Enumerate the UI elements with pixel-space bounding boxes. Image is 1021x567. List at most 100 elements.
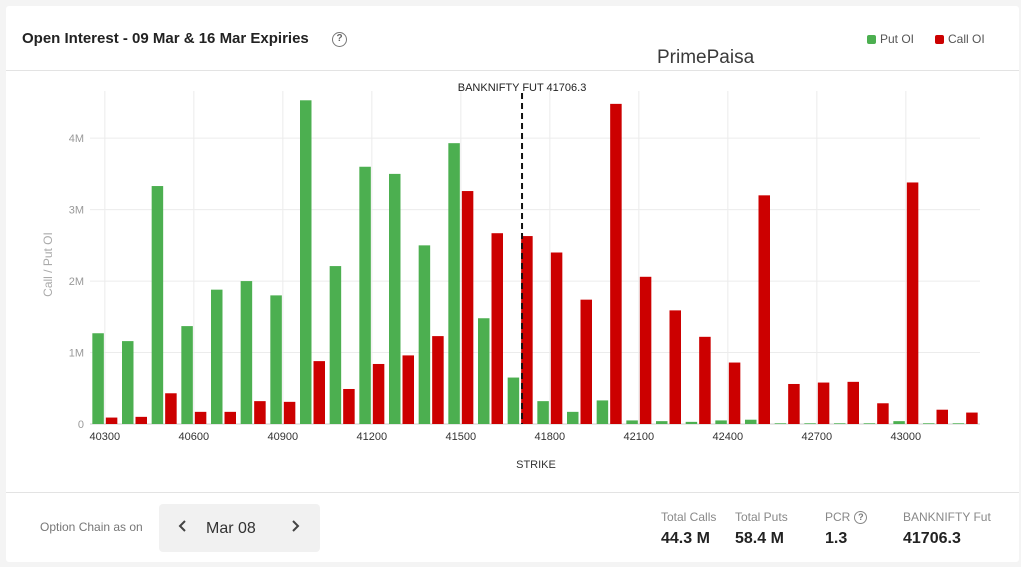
call-oi-bar [165,393,177,424]
x-tick-label: 42400 [713,431,744,443]
call-oi-bar [847,381,859,424]
put-oi-bar [715,420,727,424]
stat-label: PCR [825,510,851,524]
put-oi-bar [448,143,460,424]
call-oi-bar [313,361,325,424]
watermark-logo: PrimePaisa [657,47,755,68]
put-oi-bar [923,423,935,424]
put-oi-bar [863,423,876,424]
y-tick-label: 2M [69,276,84,288]
put-oi-bar [270,295,282,424]
legend-put-oi[interactable]: Put OI [867,32,914,46]
put-oi-bar [418,245,431,424]
stat-label: BANKNIFTY Fut [903,510,991,524]
stat-banknifty-fut: BANKNIFTY Fut 41706.3 [903,510,991,548]
put-oi-bar [685,421,698,424]
call-oi-bar [432,336,444,424]
put-oi-bar [240,281,253,424]
call-oi-bar [461,191,474,424]
x-tick-label: 40600 [179,431,210,443]
put-oi-swatch-icon [867,34,876,44]
call-oi-bar [728,362,741,424]
call-oi-bar [343,388,355,424]
put-oi-bar [745,419,757,424]
chevron-right-icon[interactable] [290,517,300,538]
x-tick-label: 40900 [268,431,299,443]
put-oi-bar [507,377,520,424]
put-oi-bar [626,420,638,424]
put-oi-bar [952,423,965,424]
stat-total-calls: Total Calls 44.3 M [661,510,716,548]
stat-value: 41706.3 [903,530,961,547]
selected-date: Mar 08 [206,520,256,537]
reference-line-label: BANKNIFTY FUT 41706.3 [458,82,587,94]
legend-put-label: Put OI [880,32,915,46]
put-oi-bar [92,333,104,424]
put-oi-bar [181,326,193,424]
put-oi-bar [151,186,164,424]
call-oi-bar [372,363,385,424]
call-oi-bar [669,310,681,424]
call-oi-bar [402,355,414,424]
call-oi-bar [135,416,147,424]
open-interest-card: Open Interest - 09 Mar & 16 Mar Expiries… [6,6,1019,562]
call-oi-bar [788,383,800,424]
stat-value: 1.3 [825,530,848,547]
option-chain-label: Option Chain as on [40,520,143,534]
help-icon[interactable]: ? [332,32,347,47]
stat-value: 44.3 M [661,530,710,547]
call-oi-bar [639,276,652,424]
x-axis-title: STRIKE [516,459,556,471]
call-oi-bar [906,182,919,424]
legend-call-label: Call OI [948,32,985,46]
x-tick-label: 42700 [802,431,833,443]
x-tick-label: 42100 [624,431,655,443]
call-oi-bar [254,401,266,424]
call-oi-bar [936,409,948,424]
put-oi-bar [567,411,579,424]
call-oi-bar [105,417,118,424]
legend-call-oi[interactable]: Call OI [935,32,985,46]
put-oi-bar [300,100,312,424]
x-tick-label: 41800 [535,431,566,443]
put-oi-bar [122,341,134,424]
stat-value: 58.4 M [735,530,784,547]
call-oi-bar [699,336,711,424]
y-tick-label: 4M [69,133,84,145]
stat-label: Total Calls [661,510,717,524]
put-oi-bar [211,289,223,424]
y-tick-label: 3M [69,205,84,217]
call-oi-bar [550,252,563,424]
put-oi-bar [596,400,609,424]
y-tick-label: 0 [78,419,84,431]
y-axis-title: Call / Put OI [41,232,55,297]
put-oi-bar [774,423,787,424]
x-tick-label: 41200 [357,431,388,443]
put-oi-bar [537,401,549,424]
call-oi-bar [610,103,622,424]
stat-label-row: PCR ? [825,510,868,524]
call-oi-bar [224,411,236,424]
pcr-help-icon[interactable]: ? [854,510,868,524]
call-oi-bar [580,299,592,424]
call-oi-bar [283,401,296,424]
put-oi-bar [389,173,401,424]
put-oi-bar [478,318,490,424]
chevron-left-icon[interactable] [178,517,188,538]
x-tick-label: 43000 [891,431,922,443]
date-picker: Mar 08 [159,504,320,552]
put-oi-bar [329,266,342,424]
put-oi-bar [804,423,816,424]
put-oi-bar [893,421,905,424]
card-header: Open Interest - 09 Mar & 16 Mar Expiries… [6,6,1019,71]
call-oi-bar [521,236,533,424]
call-oi-swatch-icon [935,34,944,44]
stat-pcr: PCR ? 1.3 [825,510,868,548]
call-oi-bar [194,411,207,424]
x-tick-label: 41500 [446,431,477,443]
call-oi-bar [966,412,978,424]
call-oi-bar [758,195,770,424]
put-oi-bar [656,421,668,424]
chart-title: Open Interest - 09 Mar & 16 Mar Expiries [22,30,309,47]
call-oi-bar [817,382,830,424]
